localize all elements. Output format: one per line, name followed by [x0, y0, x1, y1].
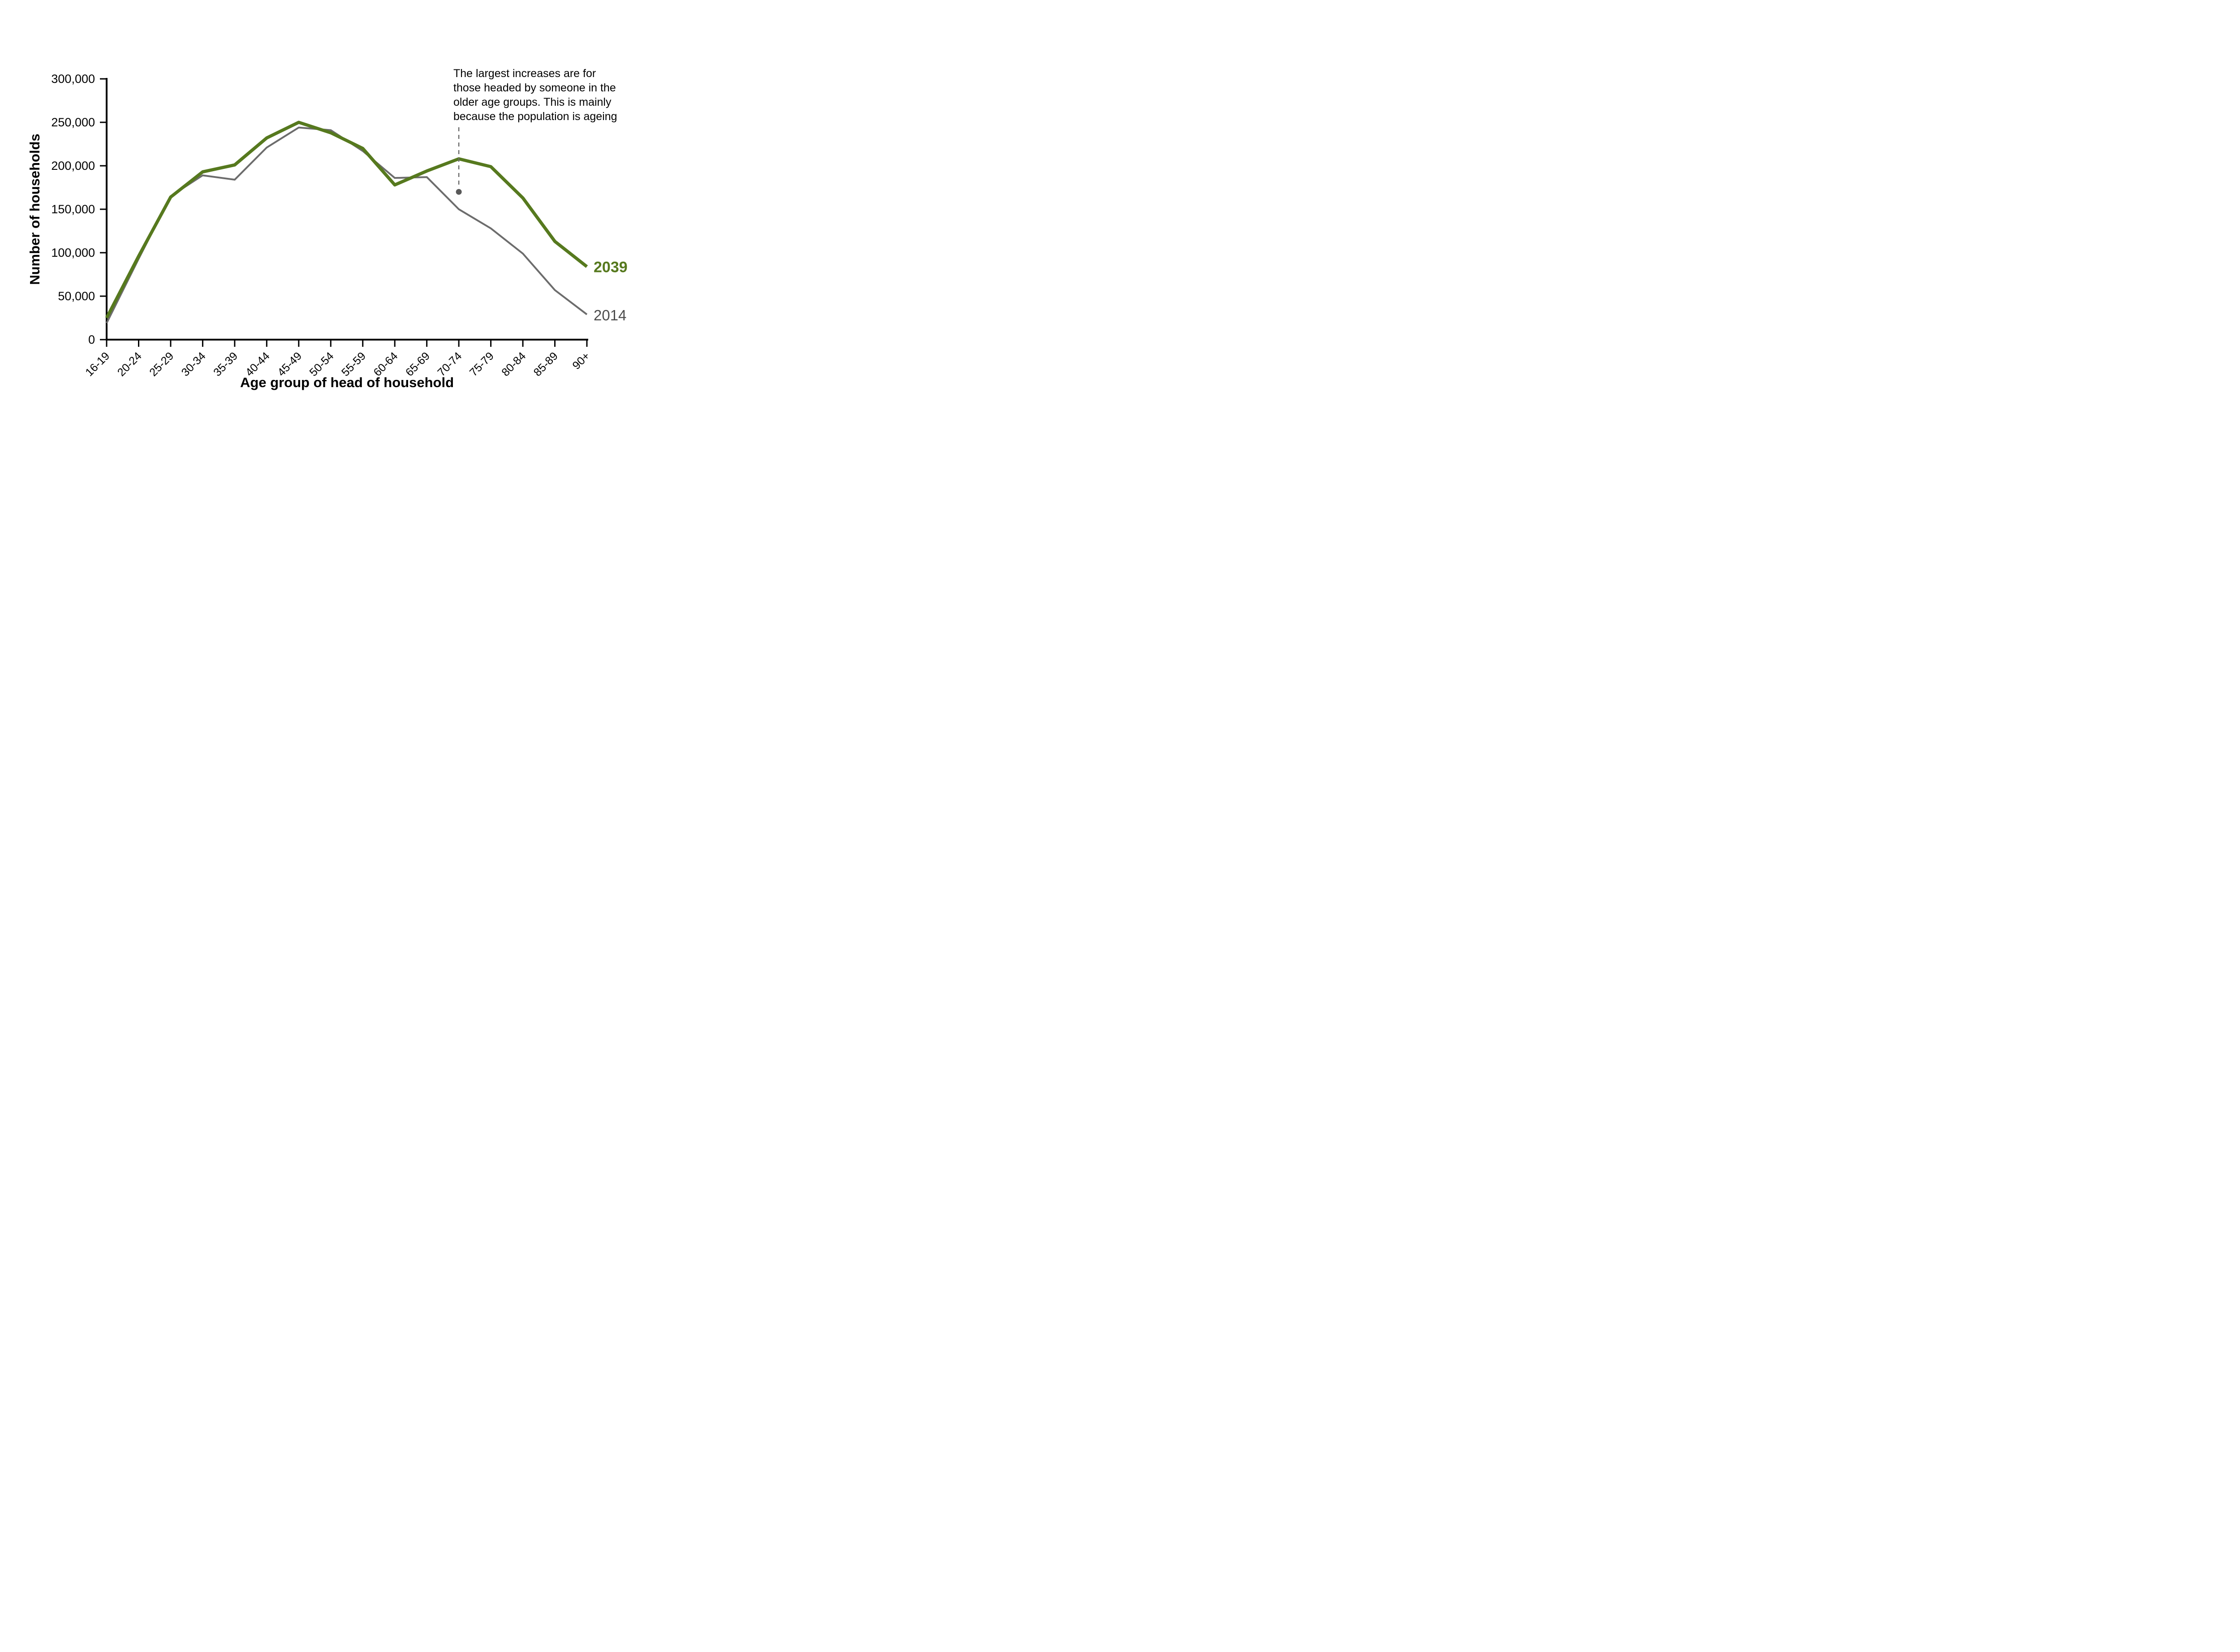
y-tick-label: 200,000 [51, 159, 95, 173]
x-tick-label: 90+ [570, 349, 592, 372]
annotation-line-4: because the population is ageing [453, 110, 617, 123]
y-tick-label: 50,000 [58, 289, 95, 303]
y-tick-label: 150,000 [51, 203, 95, 216]
y-tick-label: 100,000 [51, 246, 95, 259]
chart-page: 0 50,000 100,000 150,000 200,000 250,000 300,0… [0, 0, 677, 413]
y-tick-label: 300,000 [51, 72, 95, 86]
annotation-dot [456, 189, 462, 195]
line-chart: 0 50,000 100,000 150,000 200,000 250,000 300,0… [51, 72, 592, 379]
y-tick-label: 0 [88, 333, 95, 346]
annotation-line-1: The largest increases are for [453, 67, 596, 80]
series-line-2014 [106, 126, 588, 324]
series-label-2039: 2039 [594, 259, 628, 276]
annotation-line-3: older age groups. This is mainly [453, 96, 612, 108]
annotation-text: The largest increases are for those head… [453, 66, 659, 124]
y-axis-title: Number of households [27, 134, 43, 285]
series-line-2039 [105, 121, 588, 319]
x-axis-title: Age group of head of household [240, 375, 454, 390]
annotation-line-2: those headed by someone in the [453, 82, 616, 94]
y-tick-label: 250,000 [51, 116, 95, 129]
series-label-2014: 2014 [594, 306, 627, 323]
